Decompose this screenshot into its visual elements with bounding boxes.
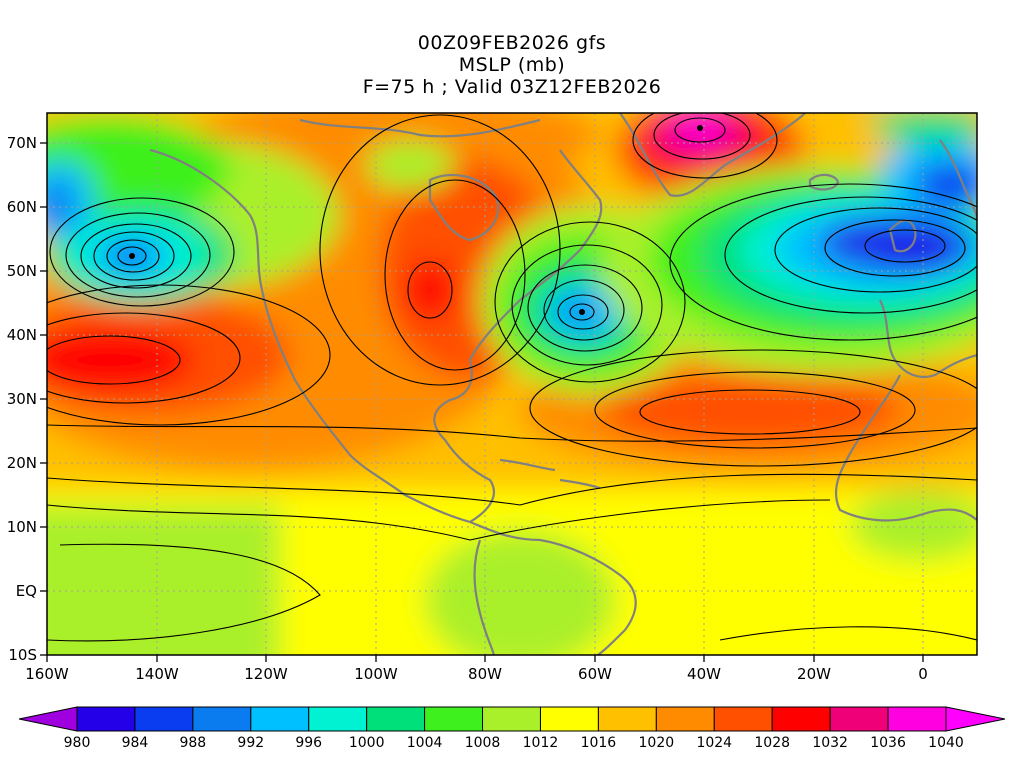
colorbar-swatch <box>366 706 426 732</box>
colorbar-label: 988 <box>179 735 206 751</box>
colorbar-label: 996 <box>295 735 322 751</box>
lat-tick-label: 60N <box>7 198 37 216</box>
colorbar-label: 1020 <box>639 735 675 751</box>
grid-lines <box>47 113 977 655</box>
colorbar-legend: 980 984 988 992 996 1000 1004 1008 1012 1016 1020 1… <box>18 706 1006 751</box>
colorbar-swatch <box>250 706 310 732</box>
pressure-centers <box>129 125 703 315</box>
colorbar-swatch <box>539 706 599 732</box>
pressure-field <box>47 113 977 655</box>
lat-tick-label: 10S <box>8 646 37 664</box>
lat-tick-label: 70N <box>7 134 37 152</box>
title-field: MSLP (mb) <box>458 54 566 76</box>
lat-labels: 10S EQ 10N 20N 30N 40N 50N 60N 70N <box>7 134 37 664</box>
axis-ticks <box>40 142 924 662</box>
isobars <box>47 113 977 642</box>
plot-frame <box>46 112 978 656</box>
colorbar-swatch <box>829 706 889 732</box>
lon-tick-label: 100W <box>354 665 398 683</box>
lat-tick-label: 10N <box>7 518 37 536</box>
lon-tick-label: 40W <box>687 665 721 683</box>
colorbar-label: 1012 <box>523 735 559 751</box>
colorbar-label: 1036 <box>870 735 906 751</box>
colorbar-label: 1004 <box>407 735 443 751</box>
colorbar-swatch <box>771 706 831 732</box>
lon-tick-label: 140W <box>135 665 179 683</box>
colorbar-label: 992 <box>237 735 264 751</box>
colorbar-swatch <box>134 706 194 732</box>
lon-tick-label: 60W <box>578 665 612 683</box>
lon-tick-label: 0 <box>918 665 928 683</box>
colorbar-max-arrow <box>945 706 1006 732</box>
colorbar-swatch <box>597 706 657 732</box>
title-valid: F=75 h ; Valid 03Z12FEB2026 <box>362 76 662 98</box>
colorbar-swatch <box>887 706 947 732</box>
lat-tick-label: EQ <box>16 582 37 600</box>
lon-labels: 160W 140W 120W 100W 80W 60W 40W 20W 0 <box>25 665 928 683</box>
colorbar-label: 1028 <box>754 735 790 751</box>
lon-tick-label: 80W <box>468 665 502 683</box>
coastlines <box>149 113 977 655</box>
colorbar-label: 1016 <box>581 735 617 751</box>
lon-tick-label: 120W <box>244 665 288 683</box>
lat-tick-label: 50N <box>7 262 37 280</box>
lat-tick-label: 40N <box>7 326 37 344</box>
colorbar-label: 984 <box>122 735 149 751</box>
colorbar-label: 1024 <box>696 735 732 751</box>
colorbar-label: 980 <box>64 735 91 751</box>
title-run: 00Z09FEB2026 gfs <box>417 32 607 54</box>
colorbar-label: 1000 <box>349 735 385 751</box>
colorbar-min-arrow <box>18 706 78 732</box>
colorbar-label: 1032 <box>812 735 848 751</box>
colorbar-swatch <box>655 706 715 732</box>
lon-tick-label: 160W <box>25 665 69 683</box>
colorbar-swatch <box>308 706 368 732</box>
colorbar-swatch <box>713 706 773 732</box>
colorbar-swatch <box>192 706 252 732</box>
lat-tick-label: 20N <box>7 454 37 472</box>
lon-tick-label: 20W <box>797 665 831 683</box>
chart-title: 00Z09FEB2026 gfs MSLP (mb) F=75 h ; Vali… <box>0 32 1024 98</box>
colorbar-swatch <box>424 706 484 732</box>
colorbar-label: 1040 <box>928 735 964 751</box>
lat-tick-label: 30N <box>7 390 37 408</box>
colorbar-swatch <box>76 706 136 732</box>
colorbar-label: 1008 <box>465 735 501 751</box>
colorbar-swatch <box>482 706 541 732</box>
